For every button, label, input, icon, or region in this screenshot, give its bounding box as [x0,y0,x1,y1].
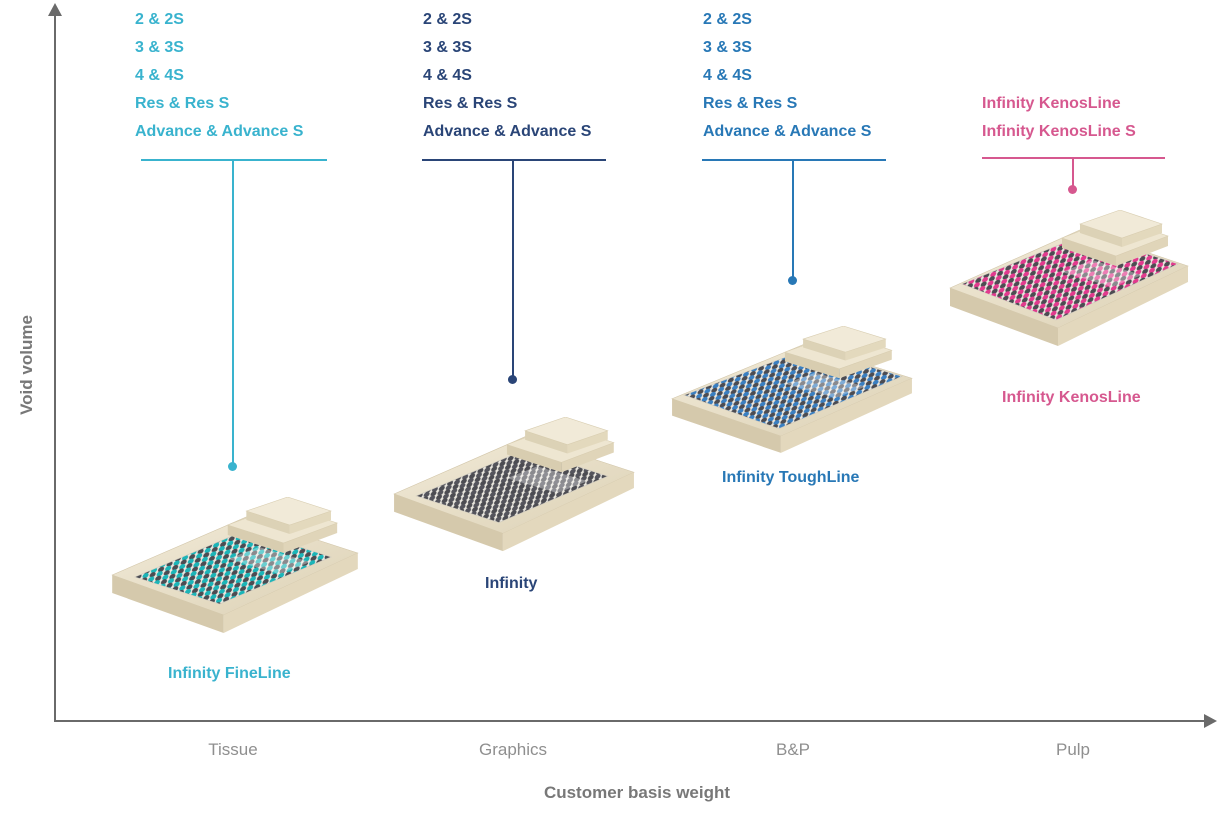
variant-item: Res & Res S [703,95,798,112]
product-label: Infinity KenosLine [1002,389,1141,406]
connector-stem [1072,157,1074,186]
variant-item: 4 & 4S [423,67,472,84]
x-axis-arrow-icon [1204,714,1217,728]
connector-dot [1068,185,1077,194]
connector-underline [141,159,327,161]
variant-list: 2 & 2S 3 & 3S 4 & 4S Res & Res S Advance & A… [423,6,591,146]
x-tick-bp: B&P [775,740,811,759]
variant-item: Res & Res S [423,95,518,112]
x-tick-pulp: Pulp [1055,740,1091,759]
variant-item: Advance & Advance S [135,123,304,140]
x-axis-label: Customer basis weight [543,783,731,802]
variant-item: 2 & 2S [135,11,184,28]
variant-item: Advance & Advance S [703,123,872,140]
product-label: Infinity [485,575,538,592]
connector-underline [422,159,606,161]
fabric-illustration [666,325,918,466]
fabric-illustration [944,209,1194,360]
connector-dot [788,276,797,285]
variant-item: 3 & 3S [135,39,184,56]
connector-underline [702,159,886,161]
variant-list: 2 & 2S 3 & 3S 4 & 4S Res & Res S Advance & A… [703,6,871,146]
x-axis-line [55,720,1207,722]
variant-item: 4 & 4S [703,67,752,84]
variant-item: 3 & 3S [423,39,472,56]
x-tick-tissue: Tissue [208,740,258,759]
variant-item: Infinity KenosLine [982,95,1121,112]
connector-dot [228,462,237,471]
fabric-illustration [388,416,640,565]
y-axis-line [54,14,56,722]
fabric-illustration [106,496,364,647]
connector-stem [792,159,794,277]
variant-list: 2 & 2S 3 & 3S 4 & 4S Res & Res S Advance & A… [135,6,303,146]
variant-item: Res & Res S [135,95,230,112]
variant-list: Infinity KenosLine Infinity KenosLine S [982,90,1136,146]
variant-item: 4 & 4S [135,67,184,84]
product-label: Infinity FineLine [168,665,291,682]
variant-item: Advance & Advance S [423,123,592,140]
variant-item: 3 & 3S [703,39,752,56]
variant-item: Infinity KenosLine S [982,123,1136,140]
x-tick-graphics: Graphics [478,740,548,759]
variant-item: 2 & 2S [703,11,752,28]
y-axis-arrow-icon [48,3,62,16]
connector-dot [508,375,517,384]
y-axis-label: Void volume [17,315,36,415]
connector-stem [232,159,234,464]
variant-item: 2 & 2S [423,11,472,28]
product-label: Infinity ToughLine [722,469,860,486]
connector-stem [512,159,514,376]
